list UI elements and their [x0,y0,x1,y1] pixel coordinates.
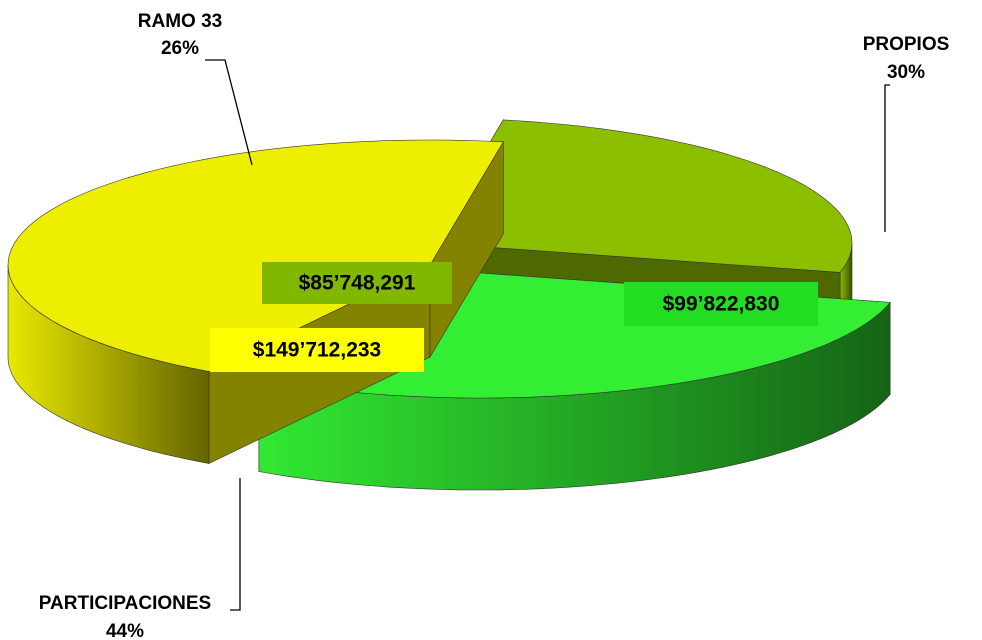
category-label: PROPIOS [863,34,950,55]
leader-line [230,478,241,611]
amount-box [624,282,818,326]
amount-label: $85’748,291 [299,272,416,295]
percent-label: 26% [161,38,199,59]
amount-label: $149’712,233 [253,339,381,362]
percent-label: 44% [106,621,144,640]
amount-box [210,328,424,372]
category-label: RAMO 33 [138,11,222,32]
category-label: PARTICIPACIONES [39,593,211,614]
leader-line [205,59,253,166]
leader-line [884,84,890,232]
slice [429,119,853,273]
slice [7,139,504,372]
percent-label: 30% [887,62,925,83]
amount-label: $99’822,830 [663,293,780,316]
amount-box [262,262,452,304]
